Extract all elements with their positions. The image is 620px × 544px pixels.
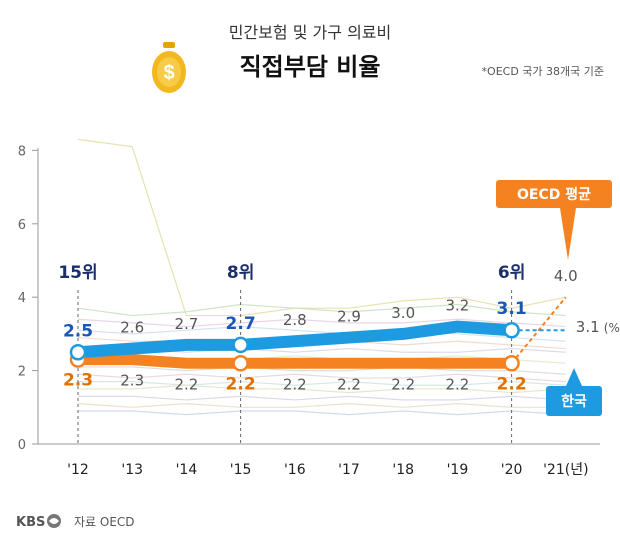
- korea-line: [72, 320, 518, 359]
- country-line: [78, 410, 566, 416]
- korea-value-label: 2.7: [174, 315, 198, 333]
- oecd-line: [72, 354, 518, 369]
- country-line: [78, 381, 566, 386]
- x-tick-label: '17: [338, 462, 360, 478]
- korea-point: [232, 336, 249, 354]
- x-ticks: '12 '13 '14 '15 '16 '17 '18 '19 '20 '21(년): [67, 462, 588, 478]
- oecd-legend-label: OECD 평균: [517, 186, 591, 203]
- korea-value-label: 3.0: [391, 304, 415, 322]
- kbs-logo: KBS: [16, 514, 61, 530]
- x-tick-label: '15: [230, 462, 252, 478]
- chart-subtitle: 민간보험 및 가구 의료비: [229, 23, 391, 42]
- oecd-point: [503, 355, 520, 372]
- oecd-value-label: 2.2: [497, 374, 527, 394]
- country-line: [78, 395, 566, 401]
- oecd-value-label: 2.2: [391, 375, 415, 393]
- korea-legend-label: 한국: [561, 394, 587, 410]
- x-tick-label: '19: [447, 462, 469, 478]
- country-line: [77, 318, 566, 328]
- kbs-logo-text: KBS: [16, 515, 45, 530]
- x-tick-label: '14: [176, 462, 198, 478]
- value-unit-label: (%): [604, 321, 620, 335]
- rank-label: 6위: [498, 263, 525, 283]
- y-tick-label: 2: [18, 365, 26, 380]
- korea-value-label: 3.1: [576, 318, 600, 336]
- rank-label: 15위: [58, 263, 97, 283]
- korea-value-label: 2.6: [120, 319, 144, 337]
- x-tick-label: '18: [392, 462, 414, 478]
- svg-text:$: $: [163, 62, 174, 84]
- korea-value-label: 3.2: [445, 297, 469, 315]
- korea-value-label: 2.5: [63, 321, 93, 341]
- oecd-value-label: 2.3: [63, 371, 93, 391]
- oecd-value-label: 2.2: [283, 375, 307, 393]
- korea-value-label: 2.8: [283, 311, 307, 329]
- oecd-value-label: 4.0: [554, 267, 578, 285]
- x-tick-label: '13: [121, 462, 143, 478]
- korea-value-label: 3.1: [497, 299, 527, 319]
- y-tick-label: 0: [18, 438, 26, 453]
- country-line: [77, 138, 566, 317]
- country-line: [78, 384, 566, 394]
- coin-icon: $: [152, 42, 186, 93]
- oecd-legend-tag: OECD 평균: [496, 180, 612, 260]
- x-tick-label: '21(년): [543, 462, 588, 478]
- value-labels: 2.5 2.6 2.7 2.7 2.8 2.9 3.0 3.2 3.1 3.1 2.3 2.3 2.2 2…: [63, 267, 620, 394]
- korea-point: [503, 321, 520, 339]
- oecd-value-label: 2.2: [445, 375, 469, 393]
- oecd-value-label: 2.2: [226, 374, 256, 394]
- oecd-point: [232, 355, 249, 372]
- y-ticks: 0 2 4 6 8: [18, 144, 38, 453]
- note-text: *OECD 국가 38개국 기준: [482, 65, 604, 78]
- korea-value-label: 2.9: [337, 308, 361, 326]
- oecd-value-label: 2.2: [174, 375, 198, 393]
- korea-legend-tag: 한국: [546, 368, 602, 416]
- country-line: [78, 366, 566, 375]
- country-line: [77, 303, 566, 317]
- oecd-value-label: 2.3: [120, 372, 144, 390]
- x-tick-label: '16: [284, 462, 306, 478]
- oecd-value-label: 2.2: [337, 375, 361, 393]
- y-tick-label: 6: [18, 218, 26, 233]
- series-layer: [69, 296, 567, 372]
- y-tick-label: 8: [18, 144, 26, 159]
- korea-point: [69, 344, 87, 361]
- rank-label: 8위: [227, 263, 254, 283]
- korea-value-label: 2.7: [226, 314, 256, 334]
- country-line: [77, 373, 566, 383]
- country-line: [77, 325, 566, 342]
- axes-layer: [37, 148, 600, 445]
- y-tick-label: 4: [18, 291, 26, 306]
- x-tick-label: '12: [67, 462, 89, 478]
- source-text: 자료 OECD: [74, 515, 135, 529]
- chart-title: 직접부담 비율: [240, 53, 381, 81]
- country-line: [77, 403, 566, 408]
- x-tick-label: '20: [501, 462, 523, 478]
- oecd-dashed-segment: [510, 296, 567, 364]
- background-country-lines: [77, 138, 566, 416]
- rank-guides: 15위 8위 6위: [58, 263, 525, 444]
